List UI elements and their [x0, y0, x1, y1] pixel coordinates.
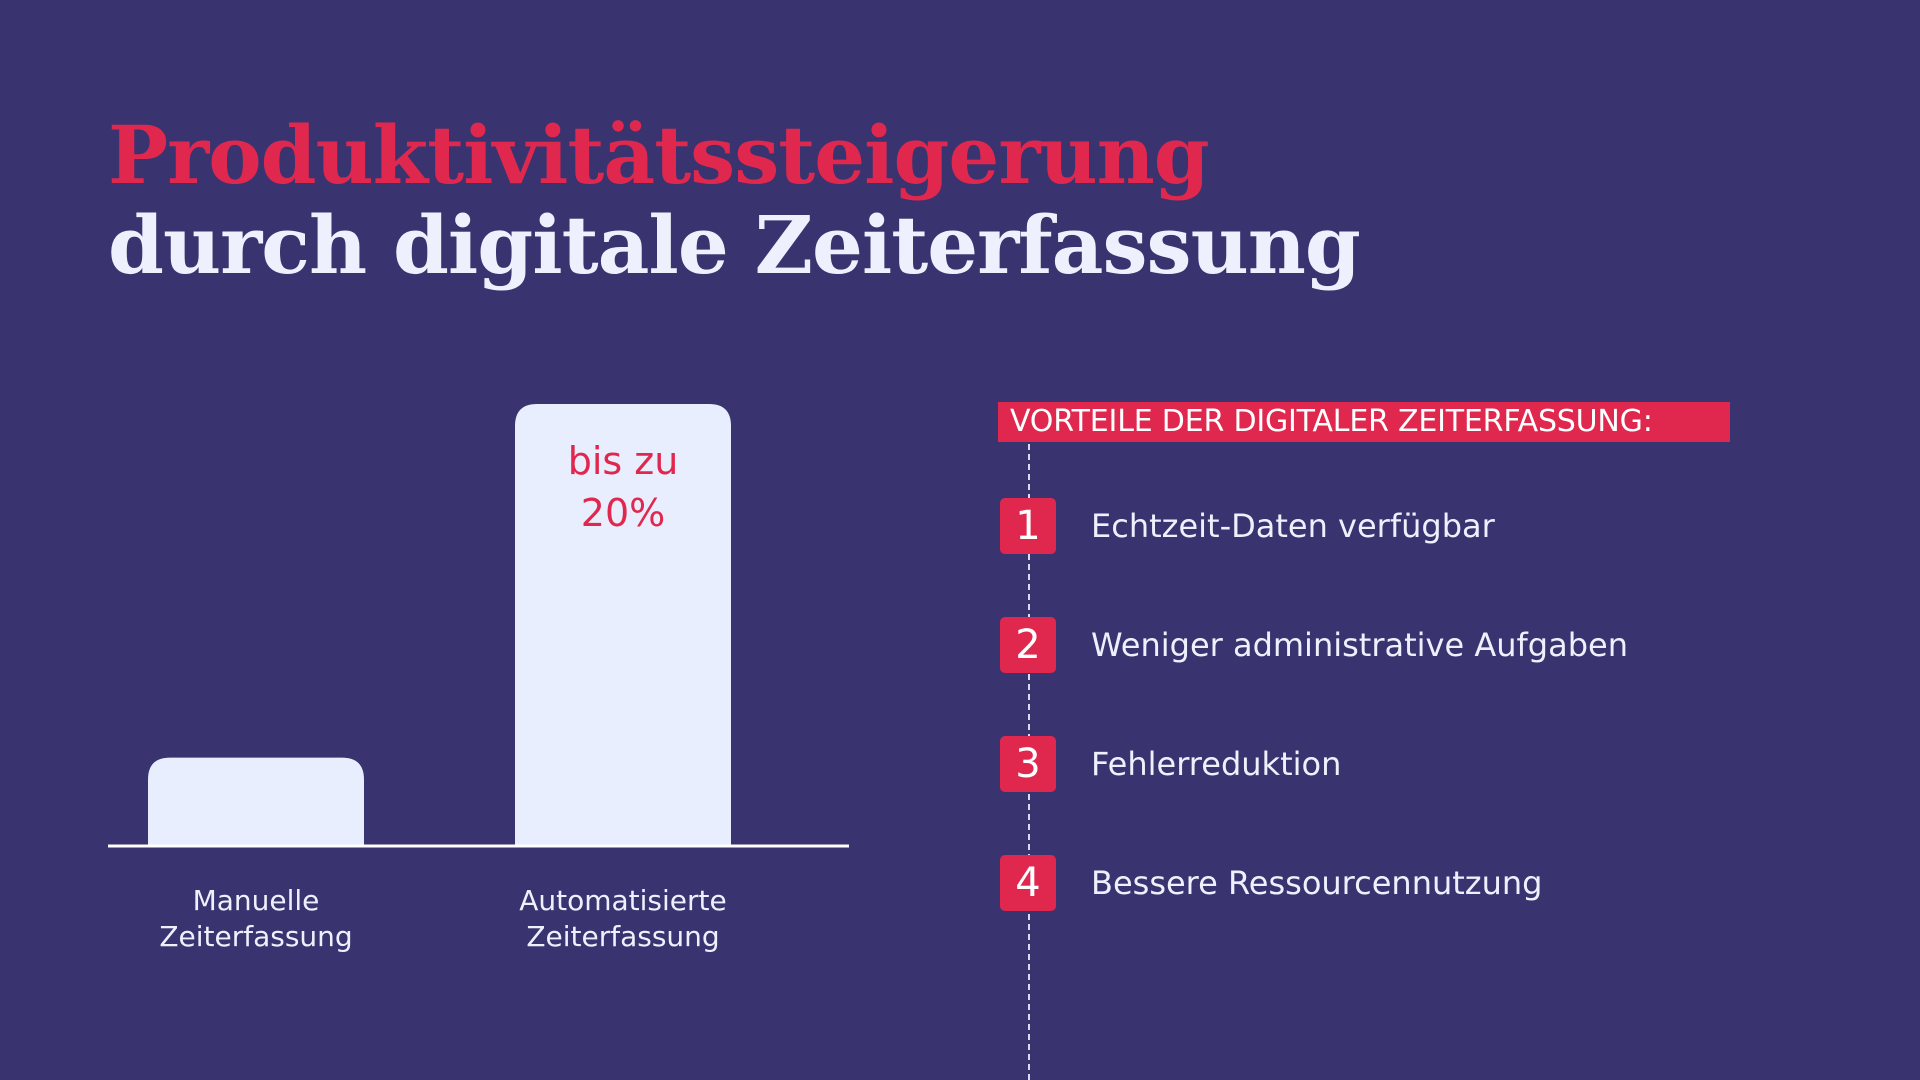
bar-1: [148, 757, 364, 846]
bar-2: [515, 404, 731, 846]
benefit-label: Weniger administrative Aufgaben: [1091, 626, 1628, 664]
benefit-item-2: 2 Weniger administrative Aufgaben: [1000, 617, 1628, 673]
benefit-item-4: 4 Bessere Ressourcennutzung: [1000, 855, 1542, 911]
benefits-heading: VORTEILE DER DIGITALER ZEITERFASSUNG:: [998, 402, 1730, 442]
benefit-number-badge: 4: [1000, 855, 1056, 911]
bar-value-label: bis zu: [568, 439, 679, 483]
page-subtitle: durch digitale Zeiterfassung: [108, 198, 1361, 292]
benefit-label: Echtzeit-Daten verfügbar: [1091, 507, 1495, 545]
benefit-label: Bessere Ressourcennutzung: [1091, 864, 1543, 902]
bar-value-label: 20%: [581, 491, 665, 535]
category-label: Zeiterfassung: [159, 920, 352, 953]
benefit-item-3: 3 Fehlerreduktion: [1000, 736, 1341, 792]
benefit-number-badge: 1: [1000, 498, 1056, 554]
category-label: Zeiterfassung: [526, 920, 719, 953]
benefit-number-badge: 2: [1000, 617, 1056, 673]
benefit-number-badge: 3: [1000, 736, 1056, 792]
category-label: Manuelle: [193, 884, 320, 917]
benefit-item-1: 1 Echtzeit-Daten verfügbar: [1000, 498, 1495, 554]
category-label: Automatisierte: [519, 884, 727, 917]
page-title: Produktivitätssteigerung: [108, 108, 1210, 202]
benefit-label: Fehlerreduktion: [1091, 745, 1342, 783]
